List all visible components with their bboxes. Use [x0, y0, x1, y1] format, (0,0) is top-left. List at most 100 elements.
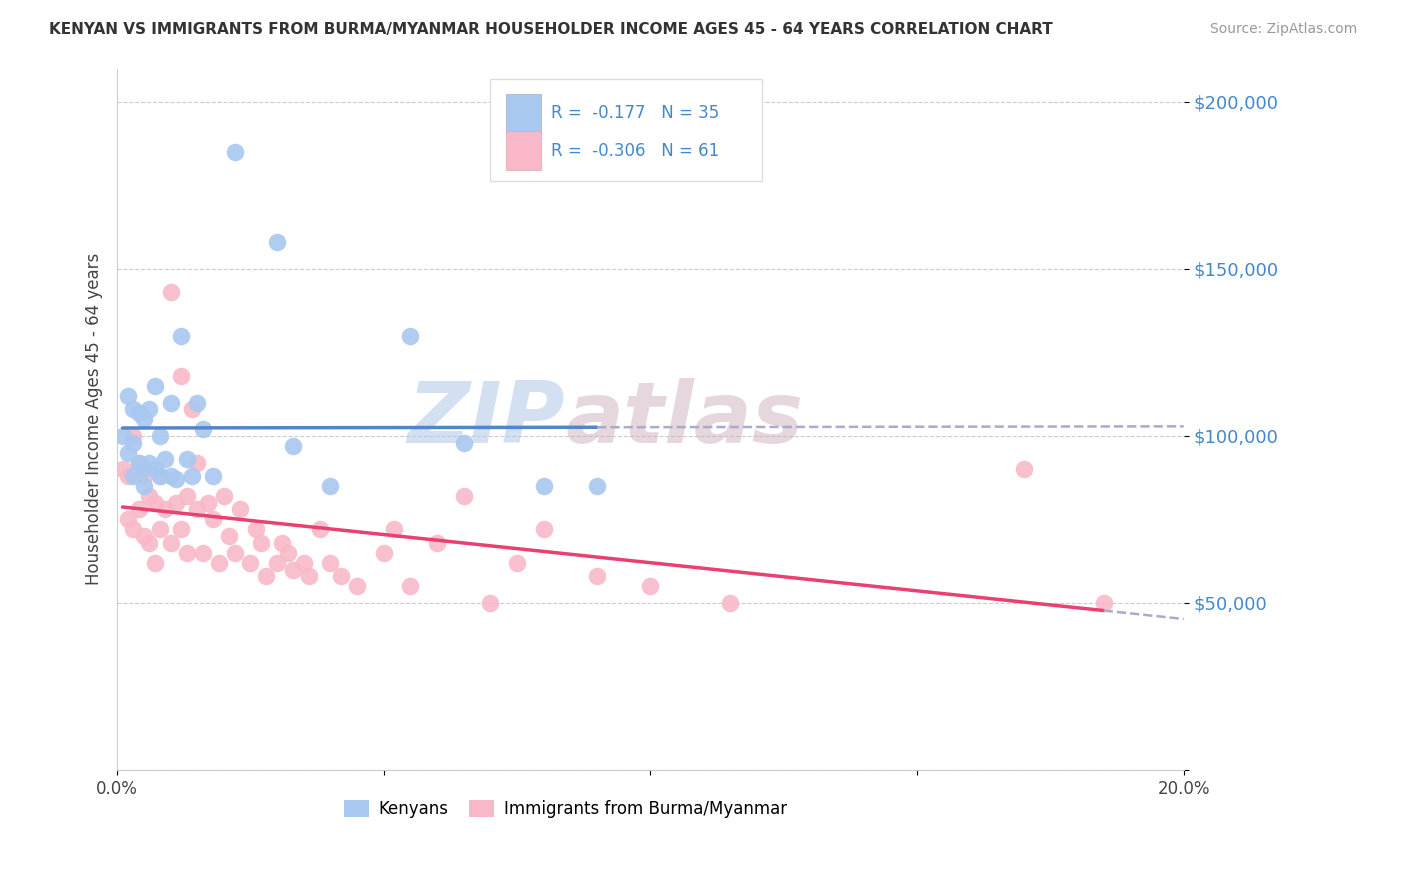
Point: [180, 402, 202, 417]
Point: [132, 469, 155, 483]
Point: [384, 523, 406, 537]
Point: [197, 496, 219, 510]
Point: [245, 523, 267, 537]
Point: [128, 502, 150, 516]
Point: [153, 452, 176, 467]
Point: [283, 563, 305, 577]
Point: [207, 556, 229, 570]
Point: [256, 569, 278, 583]
Point: [176, 489, 198, 503]
Point: [117, 445, 139, 459]
Point: [143, 556, 166, 570]
Point: [111, 462, 134, 476]
Point: [271, 536, 294, 550]
Point: [138, 536, 160, 550]
Text: R =  -0.177   N = 35: R = -0.177 N = 35: [551, 104, 720, 122]
Point: [138, 489, 160, 503]
Point: [453, 435, 475, 450]
Point: [165, 496, 187, 510]
Point: [202, 469, 225, 483]
Point: [165, 472, 187, 486]
Point: [1012, 462, 1035, 476]
Point: [122, 402, 145, 417]
Point: [143, 496, 166, 510]
Point: [111, 429, 134, 443]
Point: [239, 556, 262, 570]
Point: [266, 556, 288, 570]
Text: ZIP: ZIP: [408, 377, 565, 461]
Point: [128, 406, 150, 420]
Point: [224, 546, 246, 560]
Point: [143, 379, 166, 393]
Point: [399, 328, 422, 343]
Point: [132, 479, 155, 493]
Point: [229, 502, 252, 516]
Point: [186, 395, 208, 409]
Point: [117, 389, 139, 403]
Point: [479, 596, 502, 610]
Point: [149, 469, 172, 483]
Point: [330, 569, 353, 583]
Point: [191, 546, 214, 560]
Point: [159, 285, 181, 300]
Point: [586, 569, 609, 583]
Point: [308, 523, 330, 537]
Point: [149, 429, 172, 443]
Point: [298, 569, 321, 583]
Point: [143, 462, 166, 476]
Point: [373, 546, 395, 560]
Point: [122, 523, 145, 537]
Point: [453, 489, 475, 503]
Point: [640, 579, 662, 593]
Point: [319, 556, 342, 570]
Point: [202, 512, 225, 526]
FancyBboxPatch shape: [491, 79, 762, 181]
Point: [186, 456, 208, 470]
Point: [224, 145, 246, 159]
Point: [138, 456, 160, 470]
Text: Source: ZipAtlas.com: Source: ZipAtlas.com: [1209, 22, 1357, 37]
Point: [186, 502, 208, 516]
Point: [176, 452, 198, 467]
Text: atlas: atlas: [565, 377, 803, 461]
Point: [149, 523, 172, 537]
Point: [159, 536, 181, 550]
Point: [170, 523, 193, 537]
Point: [533, 523, 555, 537]
Point: [122, 435, 145, 450]
Point: [149, 469, 172, 483]
Point: [720, 596, 742, 610]
FancyBboxPatch shape: [506, 131, 540, 170]
Point: [212, 489, 235, 503]
Text: R =  -0.306   N = 61: R = -0.306 N = 61: [551, 142, 720, 160]
Point: [159, 395, 181, 409]
Point: [426, 536, 449, 550]
Point: [283, 439, 305, 453]
Point: [319, 479, 342, 493]
Point: [128, 456, 150, 470]
Point: [506, 556, 529, 570]
Text: KENYAN VS IMMIGRANTS FROM BURMA/MYANMAR HOUSEHOLDER INCOME AGES 45 - 64 YEARS CO: KENYAN VS IMMIGRANTS FROM BURMA/MYANMAR …: [49, 22, 1053, 37]
Point: [346, 579, 368, 593]
Point: [117, 512, 139, 526]
Point: [191, 422, 214, 436]
Point: [153, 502, 176, 516]
Point: [586, 479, 609, 493]
Point: [122, 429, 145, 443]
Point: [170, 328, 193, 343]
Point: [533, 479, 555, 493]
Point: [176, 546, 198, 560]
Point: [266, 235, 288, 250]
Point: [292, 556, 315, 570]
Point: [250, 536, 273, 550]
Point: [128, 456, 150, 470]
Point: [138, 402, 160, 417]
Point: [1092, 596, 1115, 610]
Point: [117, 469, 139, 483]
Legend: Kenyans, Immigrants from Burma/Myanmar: Kenyans, Immigrants from Burma/Myanmar: [337, 793, 793, 825]
Point: [132, 462, 155, 476]
Point: [218, 529, 240, 543]
Point: [170, 368, 193, 383]
Point: [399, 579, 422, 593]
Y-axis label: Householder Income Ages 45 - 64 years: Householder Income Ages 45 - 64 years: [86, 253, 103, 585]
